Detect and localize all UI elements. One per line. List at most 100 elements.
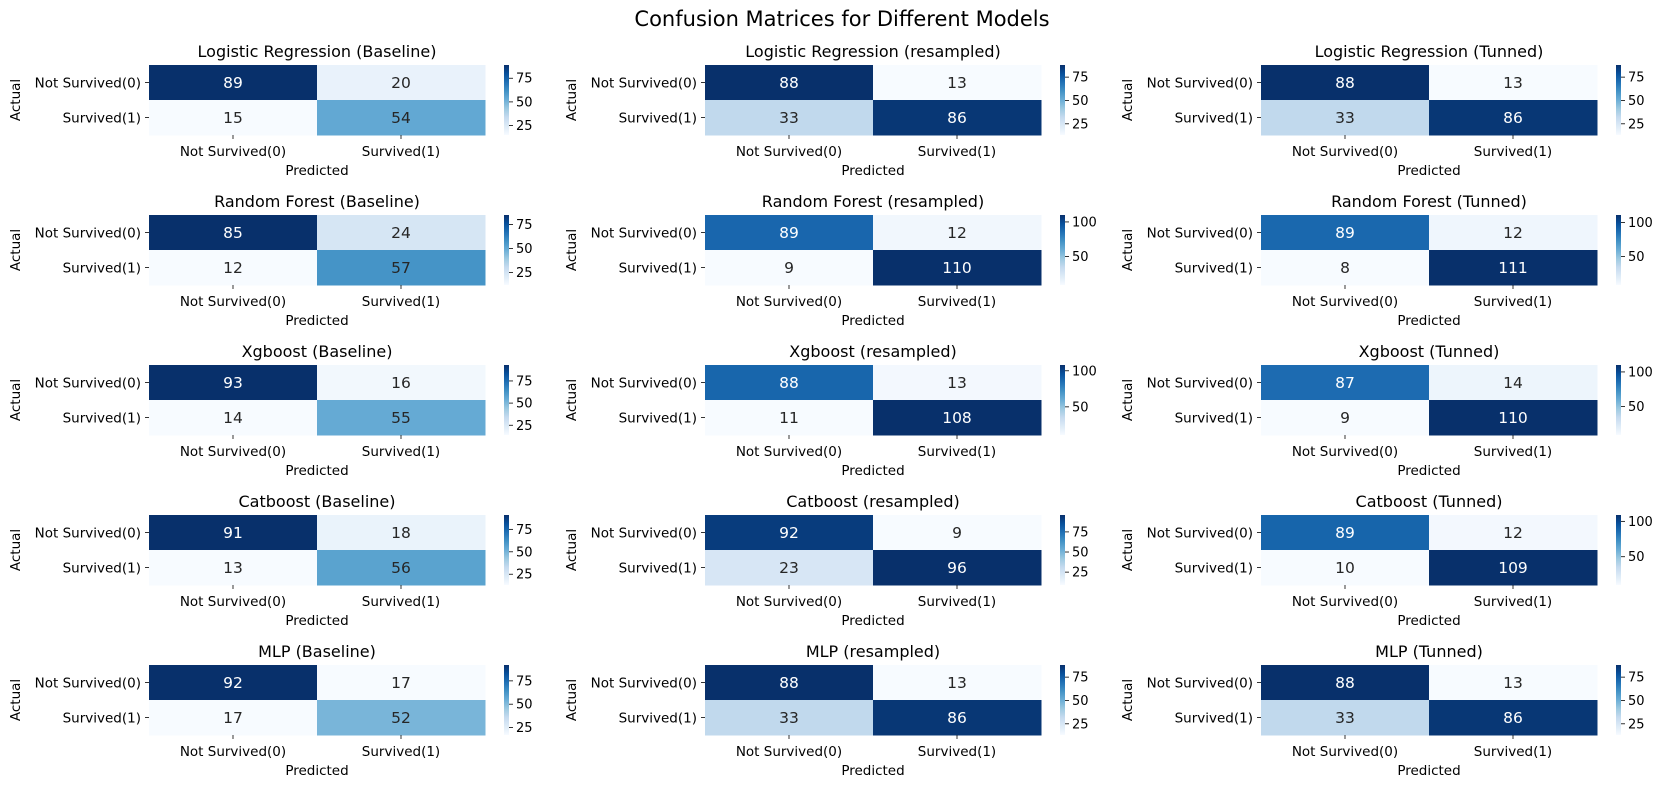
cell-value: 86 <box>1503 709 1523 727</box>
cell-value: 93 <box>223 374 243 392</box>
cell-value: 108 <box>942 409 972 427</box>
x-axis-label: Predicted <box>285 463 348 479</box>
cell-value: 88 <box>779 374 799 392</box>
y-tick-label: Survived(1) <box>63 711 141 727</box>
x-axis-label: Predicted <box>841 313 904 329</box>
colorbar-tick-label: 50 <box>1072 250 1089 265</box>
y-tick-label: Survived(1) <box>619 111 697 127</box>
heatmap-cell <box>873 365 1042 401</box>
x-tick-label: Survived(1) <box>362 594 440 610</box>
heatmap-cell <box>1429 515 1598 551</box>
y-axis-label: Actual <box>8 379 24 421</box>
x-tick-label: Survived(1) <box>1474 594 1552 610</box>
heatmap-cell <box>149 665 318 701</box>
cell-value: 89 <box>1335 524 1355 542</box>
y-tick-label: Not Survived(0) <box>591 676 697 692</box>
y-tick-label: Survived(1) <box>63 561 141 577</box>
x-axis-label: Predicted <box>1397 613 1460 629</box>
cell-value: 110 <box>1498 409 1528 427</box>
cell-value: 54 <box>391 109 411 127</box>
heatmap-panel: Logistic Regression (Baseline) 89 20 15 54 No… <box>8 42 533 179</box>
y-tick-label: Survived(1) <box>63 261 141 277</box>
y-tick-label: Not Survived(0) <box>35 676 141 692</box>
colorbar <box>1060 365 1065 435</box>
heatmap-cell <box>1261 400 1430 436</box>
y-axis-label: Actual <box>564 379 580 421</box>
y-axis-label: Actual <box>8 79 24 121</box>
cell-value: 14 <box>1503 374 1523 392</box>
colorbar-tick-label: 25 <box>1072 717 1089 732</box>
cell-value: 92 <box>779 524 799 542</box>
heatmap-cell <box>873 65 1042 101</box>
y-axis-label: Actual <box>1120 229 1136 271</box>
heatmap-panel: Catboost (resampled) 92 9 23 96 Not Survived(… <box>564 492 1089 629</box>
heatmap-cell <box>873 700 1042 736</box>
y-tick-label: Not Survived(0) <box>591 526 697 542</box>
cell-value: 12 <box>223 259 243 277</box>
x-tick-label: Not Survived(0) <box>1292 294 1398 310</box>
heatmap-cell <box>1261 700 1430 736</box>
colorbar <box>1616 215 1621 285</box>
cell-value: 24 <box>391 224 411 242</box>
cell-value: 13 <box>947 374 967 392</box>
cell-value: 86 <box>947 709 967 727</box>
x-tick-label: Survived(1) <box>1474 144 1552 160</box>
panel-title: MLP (Tunned) <box>1375 642 1483 661</box>
heatmap-cell <box>317 215 486 251</box>
heatmap-cell <box>1261 250 1430 286</box>
colorbar-tick-label: 25 <box>1072 566 1089 581</box>
colorbar-tick-label: 75 <box>1072 71 1089 86</box>
panel-title: Catboost (resampled) <box>786 492 960 511</box>
heatmap-cell <box>149 700 318 736</box>
cell-value: 13 <box>947 74 967 92</box>
y-tick-label: Not Survived(0) <box>1147 376 1253 392</box>
heatmap-cell <box>1429 250 1598 286</box>
cell-value: 87 <box>1335 374 1355 392</box>
heatmap-cell <box>705 515 874 551</box>
x-tick-label: Not Survived(0) <box>1292 144 1398 160</box>
cell-value: 89 <box>223 74 243 92</box>
heatmap-cell <box>149 65 318 101</box>
cell-value: 12 <box>1503 224 1523 242</box>
x-tick-label: Not Survived(0) <box>180 594 286 610</box>
cell-value: 23 <box>779 559 799 577</box>
x-axis-label: Predicted <box>841 163 904 179</box>
colorbar-tick-label: 75 <box>1628 671 1645 686</box>
x-tick-label: Survived(1) <box>918 744 996 760</box>
panel-title: Logistic Regression (Tunned) <box>1315 42 1544 61</box>
heatmap-cell <box>317 100 486 136</box>
colorbar-tick-label: 25 <box>1628 717 1645 732</box>
panel-title: Xgboost (Baseline) <box>242 342 393 361</box>
x-tick-label: Survived(1) <box>1474 444 1552 460</box>
x-tick-label: Not Survived(0) <box>180 444 286 460</box>
cell-value: 10 <box>1335 559 1355 577</box>
heatmap-panel: Xgboost (resampled) 88 13 11 108 Not Survived… <box>564 342 1097 479</box>
colorbar-tick-label: 75 <box>516 523 533 538</box>
y-tick-label: Survived(1) <box>1175 261 1253 277</box>
heatmap-panel: Catboost (Tunned)89 12 10 109 Not Survived(0… <box>1120 492 1653 629</box>
cell-value: 110 <box>942 259 972 277</box>
colorbar <box>504 215 509 285</box>
x-tick-label: Survived(1) <box>362 744 440 760</box>
x-tick-label: Survived(1) <box>918 144 996 160</box>
x-axis-label: Predicted <box>285 313 348 329</box>
y-axis-label: Actual <box>1120 379 1136 421</box>
y-tick-label: Not Survived(0) <box>1147 526 1253 542</box>
colorbar-tick-label: 50 <box>1628 694 1645 709</box>
x-tick-label: Not Survived(0) <box>180 294 286 310</box>
x-axis-label: Predicted <box>285 613 348 629</box>
heatmap-cell <box>705 65 874 101</box>
heatmap-panel: Logistic Regression (resampled) 88 13 33 86 N… <box>564 42 1089 179</box>
heatmap-panel: Xgboost (Baseline) 93 16 14 55 Not Survived(0… <box>8 342 533 479</box>
x-tick-label: Not Survived(0) <box>736 444 842 460</box>
colorbar-tick-label: 100 <box>1628 515 1653 530</box>
y-tick-label: Survived(1) <box>1175 711 1253 727</box>
x-axis-label: Predicted <box>285 763 348 779</box>
panel-title: Xgboost (resampled) <box>789 342 956 361</box>
colorbar-tick-label: 50 <box>1628 550 1645 565</box>
panel-title: Logistic Regression (Baseline) <box>198 42 437 61</box>
colorbar-tick-label: 25 <box>516 568 533 583</box>
y-axis-label: Actual <box>564 529 580 571</box>
y-axis-label: Actual <box>8 679 24 721</box>
